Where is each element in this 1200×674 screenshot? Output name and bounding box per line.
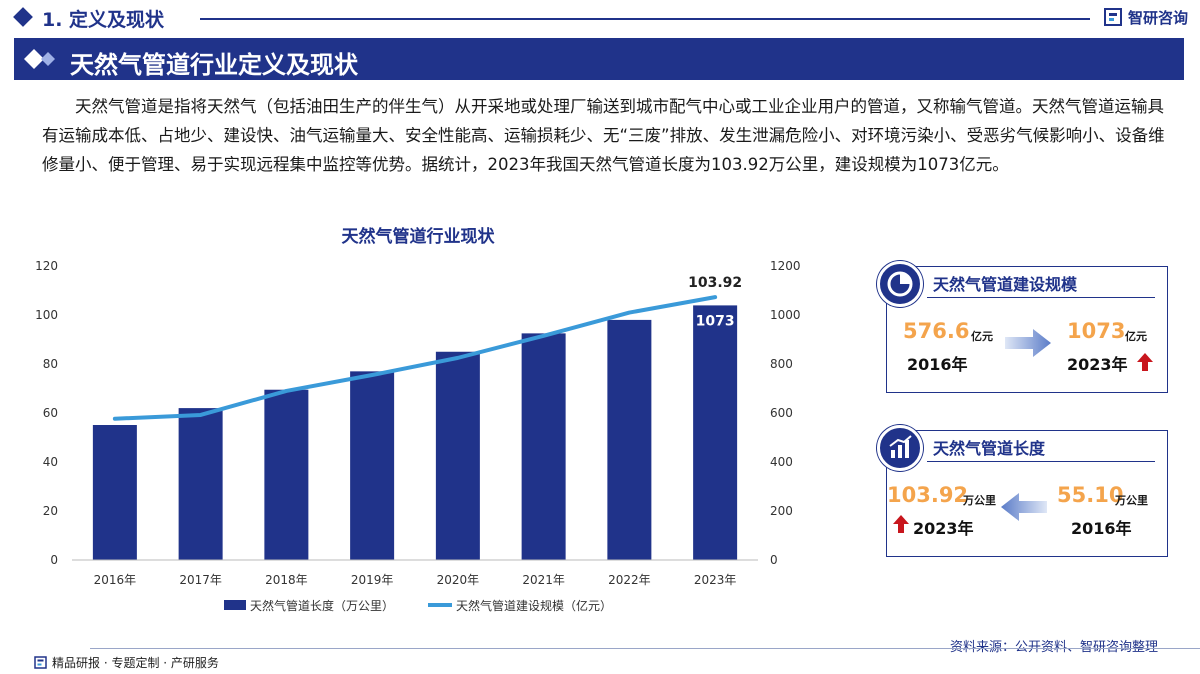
x-tick-label: 2019年 [351,573,394,587]
brand-name: 智研咨询 [1127,8,1188,27]
data-label-line-last: 103.92 [688,275,742,291]
y-left-tick-label: 80 [43,357,58,371]
y-left-tick-label: 120 [35,259,58,273]
up-arrow-icon [893,515,909,533]
header-divider [200,18,1090,20]
footer-tagline: 精品研报 · 专题定制 · 产研服务 [34,654,219,671]
y-right-tick-label: 400 [770,455,793,469]
bar-2023年 [693,305,738,560]
bar-chart-icon [877,425,923,471]
scale-2016-year: 2016年 [907,355,968,374]
y-right-tick-label: 1200 [770,259,801,273]
scale-2016-value: 576.6 [903,319,970,343]
y-right-tick-label: 200 [770,504,793,518]
section-title: 1. 定义及现状 [42,9,165,31]
brand-logo: 智研咨询 [1103,6,1188,28]
card-divider [927,297,1155,298]
x-tick-label: 2020年 [437,573,480,587]
x-tick-label: 2022年 [608,573,651,587]
up-arrow-icon [1137,353,1153,371]
length-2016-year: 2016年 [1071,519,1132,538]
x-tick-label: 2018年 [265,573,308,587]
card-divider [927,461,1155,462]
y-left-tick-label: 20 [43,504,58,518]
length-2016-unit: 万公里 [1115,494,1148,507]
y-right-tick-label: 0 [770,553,778,567]
y-left-tick-label: 60 [43,406,58,420]
data-label-bar-last: 1073 [696,313,735,329]
legend-label-bar: 天然气管道长度（万公里） [250,598,394,613]
bar-2019年 [350,371,395,560]
y-right-tick-label: 600 [770,406,793,420]
brand-icon [1103,8,1122,26]
scale-2016-unit: 亿元 [971,330,993,343]
length-2016-value: 55.10 [1057,483,1124,507]
title-banner: 天然气管道行业定义及现状 [14,38,1184,80]
chart-title: 天然气管道行业现状 [341,227,495,247]
x-tick-label: 2017年 [179,573,222,587]
bar-2016年 [92,425,137,560]
scale-2023-unit: 亿元 [1125,330,1147,343]
footer-divider [90,648,1200,649]
card-title: 天然气管道建设规模 [933,275,1078,294]
bar-2017年 [178,408,223,560]
card-construction-scale: 天然气管道建设规模 576.6 亿元 2016年 1073 亿元 2023年 [877,261,1168,393]
top-bar: 1. 定义及现状 智研咨询 [0,0,1200,34]
y-left-tick-label: 100 [35,308,58,322]
double-diamond-icon [24,49,55,69]
legend-label-line: 天然气管道建设规模（亿元） [456,598,612,613]
intro-paragraph: 天然气管道是指将天然气（包括油田生产的伴生气）从开采地或处理厂输送到城市配气中心… [42,97,1165,174]
source-note: 资料来源：公开资料、智研咨询整理 [949,640,1158,655]
brand-icon [34,656,47,669]
arrow-right-icon [1005,329,1051,357]
y-right-tick-label: 1000 [770,308,801,322]
combo-chart: 0204060801001200200400600800100012002016… [35,259,801,613]
bar-2021年 [521,333,566,560]
x-tick-label: 2021年 [522,573,565,587]
x-tick-label: 2023年 [694,573,737,587]
card-pipeline-length: 天然气管道长度 103.92 万公里 2023年 55.10 万公里 2016年 [877,425,1168,557]
legend-swatch-bar [224,600,246,610]
bar-2022年 [607,319,652,560]
footer-text: 精品研报 · 专题定制 · 产研服务 [52,656,219,670]
scale-2023-value: 1073 [1067,319,1126,343]
page-title: 天然气管道行业定义及现状 [70,51,358,79]
y-left-tick-label: 40 [43,455,58,469]
scale-2023-year: 2023年 [1067,355,1128,374]
card-title: 天然气管道长度 [933,439,1046,458]
bar-2018年 [264,389,309,560]
length-2023-unit: 万公里 [963,494,996,507]
length-2023-value: 103.92 [887,483,969,507]
pie-chart-icon [877,261,923,307]
y-right-tick-label: 800 [770,357,793,371]
y-left-tick-label: 0 [50,553,58,567]
bar-2020年 [435,351,480,560]
x-tick-label: 2016年 [94,573,137,587]
line-series-construction-scale [112,295,718,421]
section-diamond-icon [13,7,33,27]
arrow-left-icon [1001,493,1047,521]
length-2023-year: 2023年 [913,519,974,538]
